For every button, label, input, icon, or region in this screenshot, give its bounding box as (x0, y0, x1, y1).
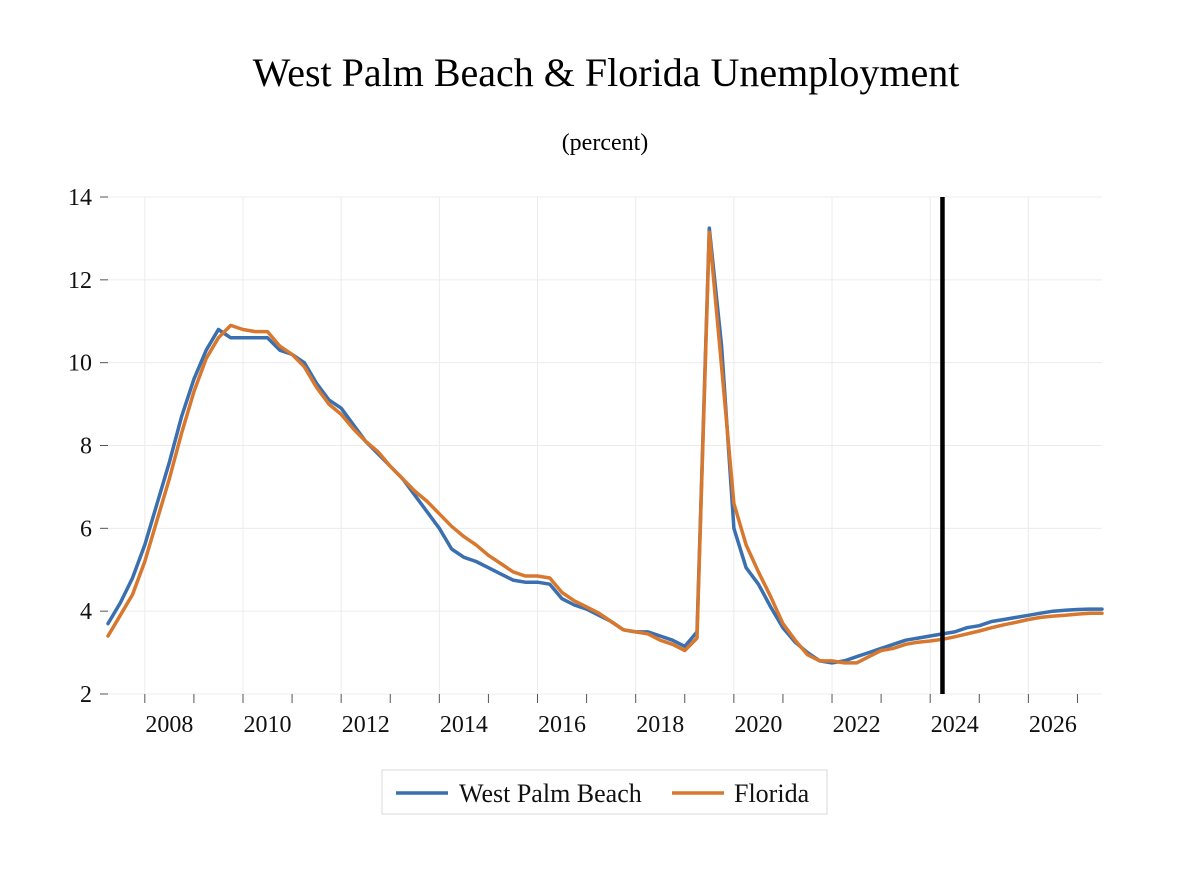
x-tick-label: 2010 (244, 712, 292, 738)
x-tick-label: 2008 (145, 712, 193, 738)
legend-label-west-palm-beach: West Palm Beach (459, 779, 642, 808)
legend: West Palm Beach Florida (381, 769, 828, 815)
series-line-florida (106, 230, 1104, 665)
x-tick-label: 2014 (440, 712, 488, 738)
grid (108, 196, 1102, 695)
y-tick-label: 14 (68, 185, 92, 211)
x-tick-label: 2012 (342, 712, 390, 738)
y-tick-label: 6 (80, 516, 92, 542)
x-tick-label: 2020 (734, 712, 782, 738)
x-tick-label: 2026 (1029, 712, 1077, 738)
chart-subtitle: (percent) (562, 130, 649, 156)
y-tick-label: 12 (68, 268, 92, 294)
y-tick-label: 10 (68, 351, 92, 377)
legend-label-florida: Florida (734, 779, 810, 808)
chart-title: West Palm Beach & Florida Unemployment (253, 50, 960, 95)
y-tick-label: 4 (80, 599, 92, 625)
series-lines (106, 226, 1104, 665)
axes: 2 4 6 8 10 12 14 2008 2010 2012 2014 2016 2018 2020 20… (68, 185, 1078, 738)
y-tick-label: 8 (80, 434, 92, 460)
x-tick-label: 2018 (636, 712, 684, 738)
x-tick-label: 2024 (931, 712, 979, 738)
x-tick-label: 2016 (538, 712, 586, 738)
legend-box (381, 769, 828, 815)
y-tick-label: 2 (80, 682, 92, 708)
x-tick-label: 2022 (833, 712, 881, 738)
